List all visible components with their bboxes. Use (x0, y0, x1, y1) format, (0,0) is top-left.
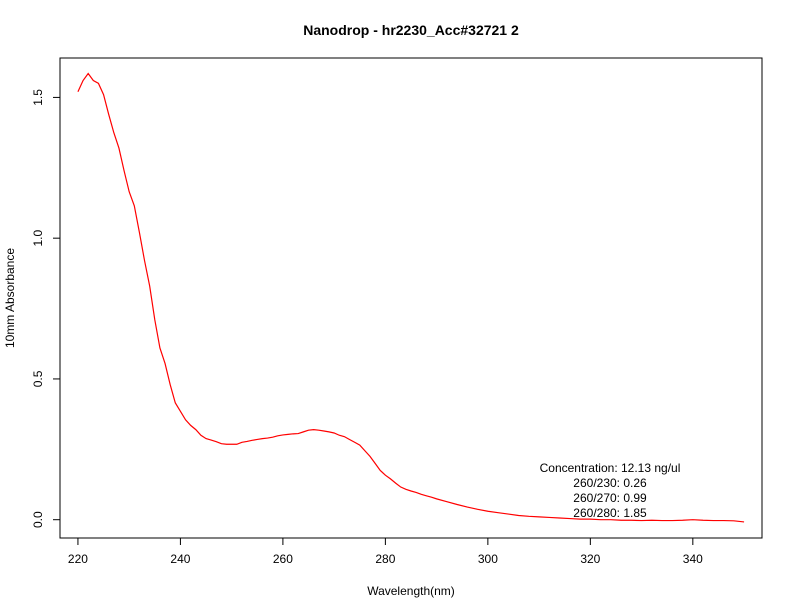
y-tick-label: 1.0 (31, 230, 45, 247)
x-tick-label: 280 (375, 552, 395, 566)
x-tick-label: 260 (273, 552, 293, 566)
x-tick-label: 300 (478, 552, 498, 566)
x-axis: 220 240 260 280 300 320 340 (68, 537, 703, 566)
y-tick-label: 0.5 (31, 370, 45, 387)
annotation-line: 260/280: 1.85 (573, 506, 647, 520)
x-tick-label: 320 (580, 552, 600, 566)
y-tick-label: 1.5 (31, 89, 45, 106)
absorbance-curve (77, 72, 745, 523)
x-axis-label: Wavelength(nm) (367, 584, 455, 598)
y-axis-label: 10mm Absorbance (3, 248, 17, 348)
y-axis: 0.0 0.5 1.0 1.5 (31, 89, 61, 528)
annotation-line: 260/270: 0.99 (573, 491, 647, 505)
chart-title: Nanodrop - hr2230_Acc#32721 2 (303, 22, 519, 38)
annotation-line: Concentration: 12.13 ng/ul (540, 461, 681, 475)
x-tick-label: 340 (683, 552, 703, 566)
annotation-line: 260/230: 0.26 (573, 476, 647, 490)
x-tick-label: 240 (170, 552, 190, 566)
y-tick-label: 0.0 (31, 511, 45, 528)
x-tick-label: 220 (68, 552, 88, 566)
